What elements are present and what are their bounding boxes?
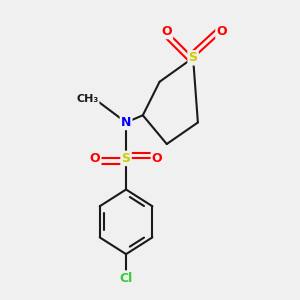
Text: S: S: [189, 51, 198, 64]
Text: S: S: [122, 152, 130, 165]
Text: N: N: [121, 116, 131, 129]
Text: O: O: [90, 152, 100, 165]
Text: O: O: [152, 152, 163, 165]
Text: O: O: [161, 25, 172, 38]
Text: Cl: Cl: [119, 272, 133, 285]
Text: O: O: [217, 25, 227, 38]
Text: CH₃: CH₃: [76, 94, 99, 103]
